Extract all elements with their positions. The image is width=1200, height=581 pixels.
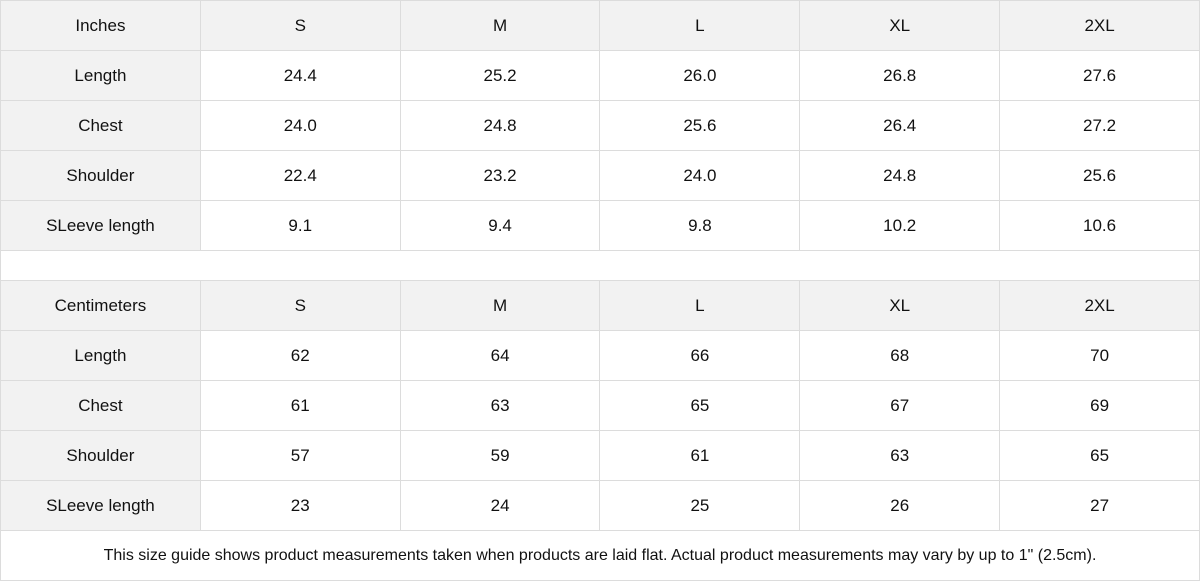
measurement-label: SLeeve length xyxy=(0,200,201,251)
measurement-cell: 26 xyxy=(799,480,1001,531)
measurement-cell: 25.2 xyxy=(399,50,601,101)
spacer-row xyxy=(0,250,1200,281)
measurement-label: Chest xyxy=(0,100,201,151)
size-header: 2XL xyxy=(999,0,1200,51)
size-header: XL xyxy=(799,280,1001,331)
measurement-cell: 26.8 xyxy=(799,50,1001,101)
measurement-cell: 26.0 xyxy=(599,50,801,101)
table-row: Chest 61 63 65 67 69 xyxy=(0,380,1200,431)
measurement-cell: 9.8 xyxy=(599,200,801,251)
note-row: This size guide shows product measuremen… xyxy=(0,530,1200,581)
measurement-cell: 63 xyxy=(399,380,601,431)
measurement-cell: 27.6 xyxy=(999,50,1200,101)
measurement-cell: 57 xyxy=(199,430,401,481)
size-header: S xyxy=(199,280,401,331)
measurement-cell: 67 xyxy=(799,380,1001,431)
size-header: L xyxy=(599,280,801,331)
table-row: Shoulder 57 59 61 63 65 xyxy=(0,430,1200,481)
measurement-cell: 27 xyxy=(999,480,1200,531)
table-row: Length 24.4 25.2 26.0 26.8 27.6 xyxy=(0,50,1200,101)
measurement-cell: 9.4 xyxy=(399,200,601,251)
measurement-cell: 24.4 xyxy=(199,50,401,101)
table-row: Length 62 64 66 68 70 xyxy=(0,330,1200,381)
measurement-cell: 24 xyxy=(399,480,601,531)
measurement-cell: 62 xyxy=(199,330,401,381)
measurement-label: Length xyxy=(0,50,201,101)
measurement-cell: 25.6 xyxy=(999,150,1200,201)
size-header: M xyxy=(399,0,601,51)
measurement-cell: 61 xyxy=(199,380,401,431)
measurement-cell: 66 xyxy=(599,330,801,381)
measurement-label: Shoulder xyxy=(0,430,201,481)
table-row: SLeeve length 23 24 25 26 27 xyxy=(0,480,1200,531)
measurement-label: Chest xyxy=(0,380,201,431)
measurement-cell: 26.4 xyxy=(799,100,1001,151)
size-header: L xyxy=(599,0,801,51)
inches-header-row: Inches S M L XL 2XL xyxy=(0,0,1200,51)
table-row: SLeeve length 9.1 9.4 9.8 10.2 10.6 xyxy=(0,200,1200,251)
table-row: Shoulder 22.4 23.2 24.0 24.8 25.6 xyxy=(0,150,1200,201)
measurement-cell: 24.8 xyxy=(399,100,601,151)
measurement-cell: 10.6 xyxy=(999,200,1200,251)
measurement-cell: 70 xyxy=(999,330,1200,381)
size-header: XL xyxy=(799,0,1001,51)
size-header: 2XL xyxy=(999,280,1200,331)
measurement-cell: 24.0 xyxy=(199,100,401,151)
measurement-cell: 22.4 xyxy=(199,150,401,201)
measurement-cell: 25.6 xyxy=(599,100,801,151)
measurement-label: SLeeve length xyxy=(0,480,201,531)
measurement-cell: 24.8 xyxy=(799,150,1001,201)
measurement-cell: 68 xyxy=(799,330,1001,381)
measurement-cell: 9.1 xyxy=(199,200,401,251)
measurement-cell: 23.2 xyxy=(399,150,601,201)
unit-header: Inches xyxy=(0,0,201,51)
measurement-cell: 59 xyxy=(399,430,601,481)
spacer xyxy=(0,250,1200,281)
measurement-cell: 63 xyxy=(799,430,1001,481)
measurement-cell: 61 xyxy=(599,430,801,481)
centimeters-header-row: Centimeters S M L XL 2XL xyxy=(0,280,1200,331)
unit-header: Centimeters xyxy=(0,280,201,331)
measurement-label: Shoulder xyxy=(0,150,201,201)
size-header: M xyxy=(399,280,601,331)
measurement-cell: 10.2 xyxy=(799,200,1001,251)
size-header: S xyxy=(199,0,401,51)
measurement-cell: 23 xyxy=(199,480,401,531)
measurement-cell: 65 xyxy=(999,430,1200,481)
measurement-note: This size guide shows product measuremen… xyxy=(0,530,1200,581)
measurement-cell: 27.2 xyxy=(999,100,1200,151)
measurement-cell: 65 xyxy=(599,380,801,431)
measurement-cell: 64 xyxy=(399,330,601,381)
measurement-cell: 24.0 xyxy=(599,150,801,201)
table-row: Chest 24.0 24.8 25.6 26.4 27.2 xyxy=(0,100,1200,151)
measurement-label: Length xyxy=(0,330,201,381)
measurement-cell: 25 xyxy=(599,480,801,531)
measurement-cell: 69 xyxy=(999,380,1200,431)
